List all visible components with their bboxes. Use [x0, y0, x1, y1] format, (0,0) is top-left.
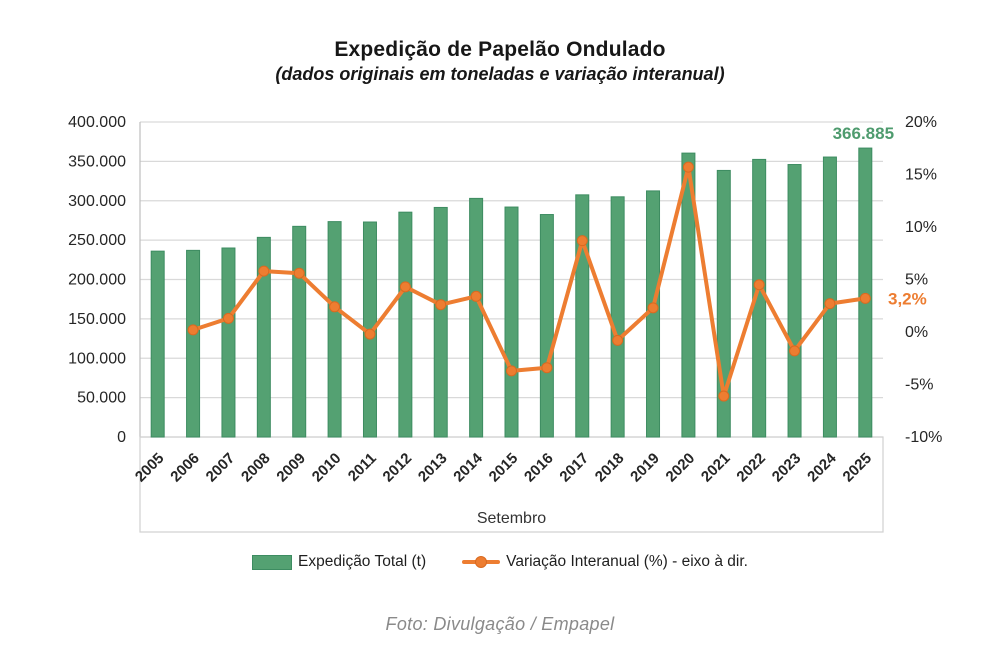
x-axis-tick-2009: 2009: [273, 450, 309, 486]
bar-2016: [539, 214, 554, 438]
bar-2008: [256, 236, 271, 438]
left-axis-tick: 0: [117, 429, 126, 446]
x-axis-tick-2005: 2005: [132, 450, 168, 486]
bar-2012: [398, 211, 413, 438]
x-axis-tick-2007: 2007: [203, 450, 239, 486]
bar-2013: [433, 206, 448, 438]
x-axis-tick-2019: 2019: [627, 450, 663, 486]
x-axis-tick-2010: 2010: [309, 450, 345, 486]
line-series-swatch-icon: [462, 555, 501, 569]
line-point-2011: [364, 328, 376, 340]
x-axis-title: Setembro: [477, 510, 546, 527]
right-axis-tick: 5%: [905, 272, 928, 289]
line-point-2008: [258, 265, 270, 277]
line-point-2025: [859, 292, 871, 304]
line-point-2022: [753, 279, 765, 291]
line-point-2007: [222, 312, 234, 324]
line-point-2009: [293, 267, 305, 279]
left-axis-tick: 300.000: [68, 193, 126, 210]
x-axis-tick-2023: 2023: [769, 450, 805, 486]
x-axis-tick-2021: 2021: [698, 450, 734, 486]
bar-2015: [504, 206, 519, 438]
bar-2006: [186, 249, 201, 438]
line-point-2021: [718, 390, 730, 402]
right-axis-tick: -5%: [905, 377, 933, 394]
bar-2014: [469, 197, 484, 438]
line-point-2016: [541, 362, 553, 374]
x-axis-tick-2024: 2024: [804, 449, 840, 485]
line-point-2006: [187, 324, 199, 336]
x-axis-tick-2011: 2011: [345, 450, 380, 485]
bar-series-swatch-icon: [252, 554, 293, 570]
bar-2020: [681, 152, 696, 438]
left-axis-tick: 150.000: [68, 311, 126, 328]
bar-2017: [575, 194, 590, 438]
x-axis-tick-2017: 2017: [556, 450, 592, 486]
legend-item-expedicao: Expedição Total (t): [252, 553, 426, 571]
x-axis-tick-2014: 2014: [450, 449, 486, 485]
x-axis-tick-2025: 2025: [840, 450, 876, 486]
x-axis-tick-2015: 2015: [486, 450, 522, 486]
right-axis-tick: -10%: [905, 429, 942, 446]
line-point-2018: [612, 334, 624, 346]
line-point-2024: [824, 298, 836, 310]
line-point-2017: [576, 235, 588, 247]
bar-2007: [221, 247, 236, 438]
line-point-2012: [399, 281, 411, 293]
left-axis-tick: 400.000: [68, 114, 126, 131]
x-axis-tick-2022: 2022: [733, 450, 769, 486]
chart-title: Expedição de Papelão Ondulado: [334, 38, 666, 61]
line-point-2019: [647, 302, 659, 314]
bar-2005: [150, 250, 165, 438]
bar-2024: [822, 156, 837, 438]
left-axis-tick: 100.000: [68, 350, 126, 367]
line-point-2010: [329, 301, 341, 313]
left-axis-tick: 50.000: [77, 390, 126, 407]
right-axis-tick: 20%: [905, 114, 937, 131]
legend-line-label: Variação Interanual (%) - eixo à dir.: [506, 553, 748, 570]
bar-2010: [327, 221, 342, 438]
legend-bar-label: Expedição Total (t): [298, 553, 427, 570]
left-axis-tick: 350.000: [68, 153, 126, 170]
line-point-2020: [682, 161, 694, 173]
left-axis-tick: 250.000: [68, 232, 126, 249]
x-axis-tick-2016: 2016: [521, 450, 557, 486]
bar-2018: [610, 196, 625, 438]
x-axis-tick-2012: 2012: [380, 450, 416, 486]
x-axis-tick-2008: 2008: [238, 450, 274, 486]
line-point-2015: [506, 365, 517, 377]
x-axis-tick-2006: 2006: [167, 450, 203, 486]
last-bar-value-label: 366.885: [833, 124, 894, 143]
variation-line: [191, 165, 868, 399]
line-point-2014: [470, 290, 482, 302]
last-point-value-label: 3,2%: [888, 289, 927, 308]
left-axis-tick: 200.000: [68, 272, 126, 289]
bar-2023: [787, 164, 802, 438]
x-axis-tick-2013: 2013: [415, 450, 451, 486]
x-axis-tick-2020: 2020: [663, 450, 699, 486]
photo-credit-caption: Foto: Divulgação / Empapel: [385, 614, 615, 634]
x-axis-tick-2018: 2018: [592, 450, 628, 486]
bar-2025: [858, 147, 873, 438]
chart-legend: Expedição Total (t) Variação Interanual …: [0, 553, 1000, 571]
right-axis-tick: 10%: [905, 219, 937, 236]
line-point-2013: [435, 299, 447, 311]
right-axis-tick: 0%: [905, 324, 928, 341]
right-axis-tick: 15%: [905, 167, 937, 184]
line-point-2023: [789, 345, 801, 357]
chart-subtitle: (dados originais em toneladas e variação…: [275, 64, 725, 84]
bar-2009: [292, 225, 307, 438]
legend-item-variacao: Variação Interanual (%) - eixo à dir.: [462, 553, 748, 571]
